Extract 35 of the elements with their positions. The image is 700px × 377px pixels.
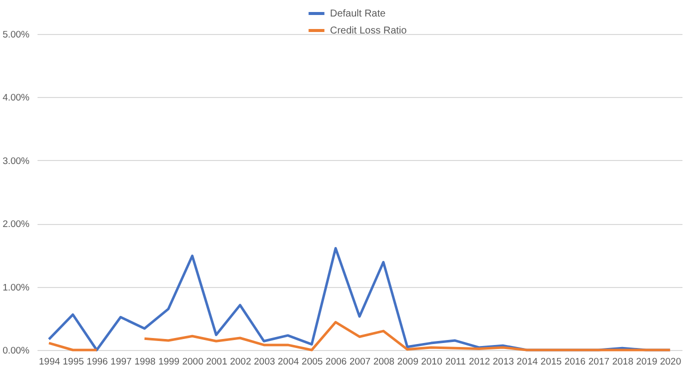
x-tick-label: 1995: [62, 356, 84, 368]
x-tick-label: 2013: [492, 356, 514, 368]
x-tick-label: 2004: [278, 356, 299, 368]
x-tick-label: 2017: [588, 356, 610, 368]
y-tick-label: 3.00%: [2, 156, 30, 167]
y-tick-label: 4.00%: [2, 92, 30, 104]
y-tick-label: 2.00%: [2, 219, 30, 230]
x-tick-label: 2010: [421, 356, 442, 368]
x-tick-label: 1996: [86, 356, 108, 368]
legend-label: Credit Loss Ratio: [330, 26, 408, 36]
x-tick-label: 2016: [564, 356, 586, 368]
x-tick-label: 1999: [158, 356, 180, 368]
y-tick-label: 1.00%: [2, 282, 30, 294]
x-tick-label: 1997: [110, 356, 132, 368]
x-tick-label: 2011: [445, 356, 466, 368]
x-tick-label: 1998: [134, 356, 156, 368]
y-tick-label: 0.00%: [2, 346, 30, 356]
y-tick-label: 5.00%: [2, 30, 30, 40]
x-tick-label: 2008: [373, 356, 394, 368]
x-tick-label: 2015: [540, 356, 562, 368]
x-tick-label: 2005: [302, 356, 323, 368]
x-tick-label: 2014: [516, 356, 538, 368]
x-tick-label: 2002: [230, 356, 252, 368]
x-tick-label: 2009: [397, 356, 418, 368]
legend-label: Default Rate: [330, 8, 386, 20]
x-tick-label: 2018: [612, 356, 634, 368]
x-tick-label: 2020: [660, 356, 682, 368]
x-tick-label: 2000: [182, 356, 204, 368]
x-tick-label: 1994: [38, 356, 60, 368]
x-tick-label: 2003: [254, 356, 276, 368]
x-tick-label: 2007: [349, 356, 371, 368]
x-tick-label: 2012: [468, 356, 490, 368]
x-tick-label: 2006: [326, 356, 347, 368]
x-tick-label: 2019: [636, 356, 658, 368]
x-tick-label: 2001: [206, 356, 228, 368]
